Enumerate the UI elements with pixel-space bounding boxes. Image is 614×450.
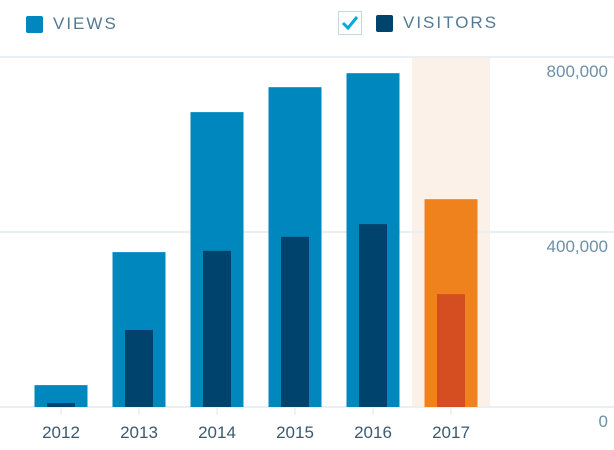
views-bar [34, 385, 88, 407]
visitors-bar [437, 294, 465, 407]
legend-visitors: VISITORS [338, 11, 498, 35]
views-swatch [26, 15, 43, 33]
x-tick-label: 2016 [354, 423, 392, 442]
legend: VIEWS VISITORS [0, 10, 614, 40]
checkmark-icon [341, 16, 359, 31]
y-tick-label: 800,000 [547, 62, 608, 81]
views-label: VIEWS [53, 14, 118, 33]
visitors-bar [203, 250, 231, 407]
x-tick-label: 2017 [432, 423, 470, 442]
visitors-bar [125, 330, 153, 407]
y-tick-label: 400,000 [547, 237, 608, 256]
visitors-swatch [376, 14, 393, 32]
visitors-bar [47, 403, 75, 407]
x-tick-label: 2014 [198, 423, 236, 442]
visitors-bar [281, 236, 309, 407]
visitors-bar [359, 224, 387, 407]
visitors-label: VISITORS [403, 13, 499, 32]
x-tick-label: 2012 [42, 423, 80, 442]
x-tick-label: 2015 [276, 423, 314, 442]
visitors-checkbox[interactable] [338, 11, 362, 35]
legend-views: VIEWS [26, 14, 118, 34]
y-tick-label: 0 [599, 412, 608, 431]
x-tick-label: 2013 [120, 423, 158, 442]
